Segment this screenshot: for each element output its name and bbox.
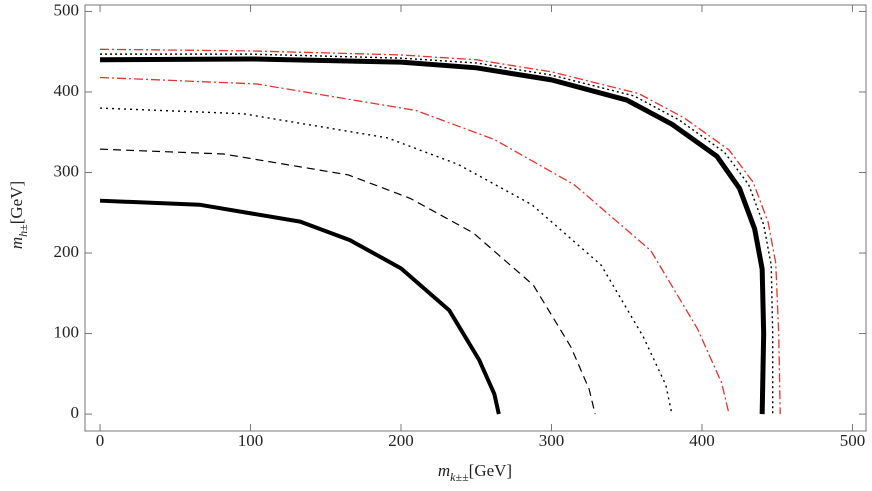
y-label-subscript: h± (16, 224, 30, 237)
y-tick-label: 100 (54, 322, 80, 341)
y-tick-label: 0 (71, 403, 80, 422)
contour-line (100, 53, 774, 415)
y-tick-label: 300 (54, 161, 80, 180)
x-axis-label: mk±±[GeV] (438, 461, 512, 484)
y-tick-label: 200 (54, 242, 80, 261)
y-label-symbol: m (7, 237, 26, 249)
x-tick-label: 400 (689, 431, 715, 450)
x-label-subscript: k±± (450, 470, 469, 484)
x-tick-label: 200 (388, 431, 414, 450)
x-tick-label: 300 (539, 431, 565, 450)
plot-frame (84, 4, 867, 432)
y-tick-label: 500 (54, 0, 80, 19)
x-tick-label: 500 (840, 431, 866, 450)
y-tick-label: 400 (54, 81, 80, 100)
x-label-unit: [GeV] (469, 461, 512, 480)
x-tick-label: 0 (96, 431, 105, 450)
x-tick-label: 100 (238, 431, 264, 450)
contour-line (100, 48, 781, 415)
y-axis-label: mh±[GeV] (7, 181, 30, 249)
y-label-unit: [GeV] (7, 181, 26, 224)
contour-line (99, 198, 501, 415)
contour-line (100, 76, 730, 415)
x-label-symbol: m (438, 461, 450, 480)
contour-line (100, 148, 596, 415)
contour-line (100, 56, 767, 415)
